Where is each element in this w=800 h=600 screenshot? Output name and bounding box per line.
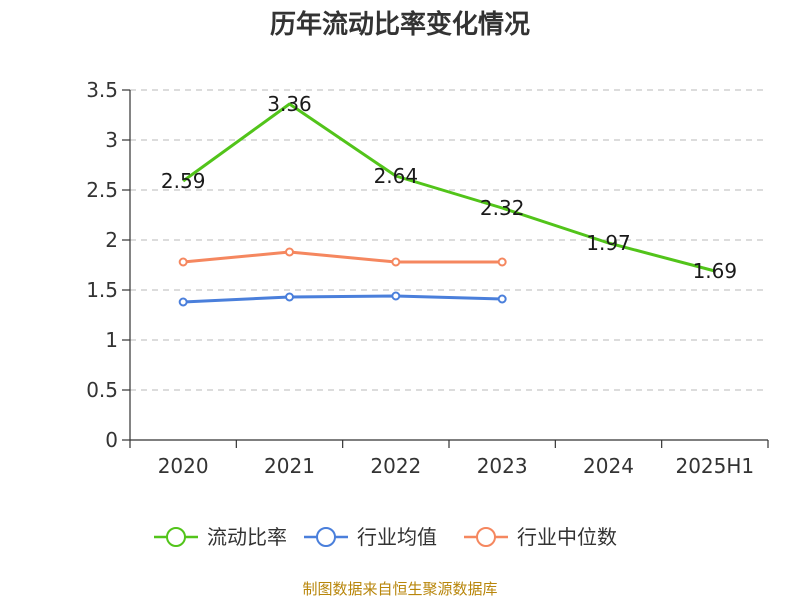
x-tick-label: 2021 (264, 454, 315, 478)
data-label: 2.64 (374, 164, 419, 188)
series-line (183, 294, 503, 304)
x-tick-label: 2024 (583, 454, 634, 478)
series-lines (178, 102, 716, 307)
legend-marker (166, 527, 186, 547)
legend-item[interactable]: 行业中位数 (464, 525, 617, 549)
chart-title: 历年流动比率变化情况 (269, 10, 530, 40)
y-tick-label: 2.5 (86, 178, 118, 202)
series-line (183, 250, 503, 264)
legend-item[interactable]: 行业均值 (304, 525, 437, 549)
y-tick-label: 0 (105, 428, 118, 452)
data-point (391, 291, 401, 301)
x-tick-label: 2023 (477, 454, 528, 478)
data-point (497, 257, 507, 267)
x-tick-label: 2022 (370, 454, 421, 478)
legend-marker (316, 527, 336, 547)
y-tick-label: 2 (105, 228, 118, 252)
data-point (391, 257, 401, 267)
y-tick-label: 3 (105, 128, 118, 152)
series-line (182, 102, 716, 273)
y-tick-label: 1.5 (86, 278, 118, 302)
data-labels: 2.59 3.36 2.64 2.32 1.97 1.69 (161, 92, 737, 283)
data-label: 3.36 (267, 92, 312, 116)
data-label: 1.69 (693, 259, 738, 283)
legend-item[interactable]: 流动比率 (154, 525, 287, 549)
data-label: 2.32 (480, 196, 525, 220)
y-tick-label: 0.5 (86, 378, 118, 402)
grid-lines (130, 89, 768, 391)
y-tick-label: 3.5 (86, 78, 118, 102)
legend-label: 行业均值 (357, 525, 437, 549)
data-label: 2.59 (161, 169, 206, 193)
x-tick-label: 2025H1 (675, 454, 754, 478)
data-point (497, 294, 507, 304)
data-point (178, 297, 188, 307)
legend-label: 流动比率 (207, 525, 287, 549)
legend-marker (476, 527, 496, 547)
y-tick-label: 1 (105, 328, 118, 352)
legend-label: 行业中位数 (517, 525, 617, 549)
x-tick-label: 2020 (158, 454, 209, 478)
source-note: 制图数据来自恒生聚源数据库 (302, 580, 498, 598)
data-label: 1.97 (586, 231, 631, 255)
data-point (285, 292, 294, 302)
axes: 0 0.5 1 1.5 2 2.5 3 3.5 2020 2021 2022 2023 2024 2025… (86, 78, 769, 478)
data-point (178, 257, 188, 267)
data-point (285, 247, 294, 257)
legend[interactable]: 流动比率 行业均值 行业中位数 (154, 525, 617, 549)
